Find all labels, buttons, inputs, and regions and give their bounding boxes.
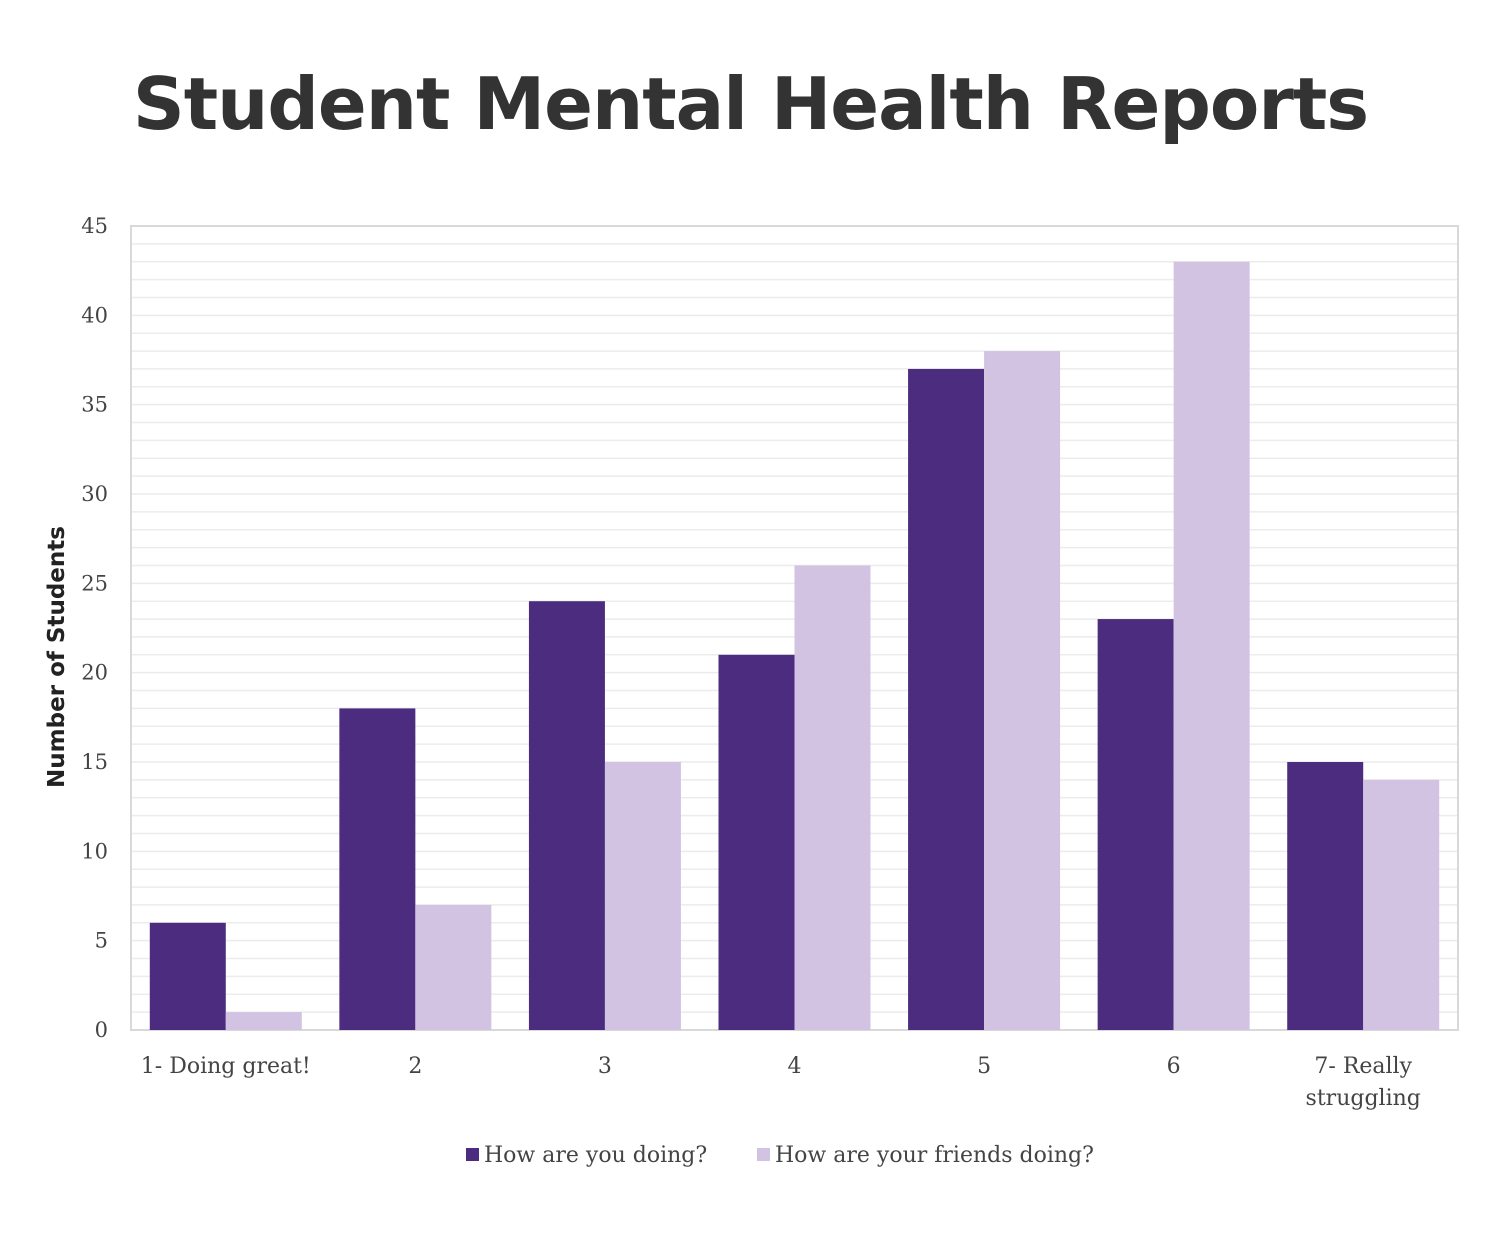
x-category-label: 6 (1167, 1054, 1181, 1079)
x-category-label: 4 (788, 1054, 802, 1079)
bars (149, 261, 1440, 1031)
y-tick-label: 10 (81, 839, 108, 863)
bar (1173, 261, 1250, 1030)
x-category-label: 5 (977, 1054, 991, 1079)
chart-title: Student Mental Health Reports (132, 62, 1369, 146)
x-category-label: 2 (408, 1054, 422, 1079)
x-category-label: 7- Really struggling (1306, 1054, 1421, 1111)
bar (1097, 619, 1174, 1030)
x-axis-categories: 1- Doing great! 2 3 4 5 6 7- Really struggling (141, 1054, 1421, 1111)
bar (1287, 762, 1364, 1030)
y-axis-label: Number of Students (44, 526, 70, 788)
x-category-label: 3 (598, 1054, 612, 1079)
legend-swatch (757, 1148, 770, 1161)
legend-swatch (466, 1148, 479, 1161)
y-tick-label: 20 (81, 661, 108, 685)
bar (339, 708, 416, 1030)
x-category-label: 1- Doing great! (141, 1054, 311, 1079)
legend-label: How are your friends doing? (775, 1143, 1094, 1168)
y-tick-label: 25 (81, 571, 108, 595)
bar (604, 762, 681, 1030)
y-tick-label: 15 (81, 750, 108, 774)
bar (908, 368, 985, 1030)
y-tick-label: 0 (95, 1018, 108, 1042)
y-tick-label: 40 (81, 303, 108, 327)
bar (984, 351, 1061, 1031)
bar (149, 922, 226, 1030)
y-tick-label: 35 (81, 393, 108, 417)
bar (225, 1012, 302, 1030)
bar (794, 565, 871, 1030)
y-axis-ticks: 0 5 10 15 20 25 30 35 40 45 (81, 214, 108, 1042)
y-tick-label: 45 (81, 214, 108, 238)
y-tick-label: 30 (81, 482, 108, 506)
bar (528, 601, 605, 1030)
bar (718, 654, 795, 1030)
legend: How are you doing? How are your friends d… (466, 1143, 1094, 1168)
bar (1363, 779, 1440, 1030)
legend-label: How are you doing? (484, 1143, 707, 1168)
y-tick-label: 5 (95, 929, 108, 953)
bar (415, 904, 492, 1030)
